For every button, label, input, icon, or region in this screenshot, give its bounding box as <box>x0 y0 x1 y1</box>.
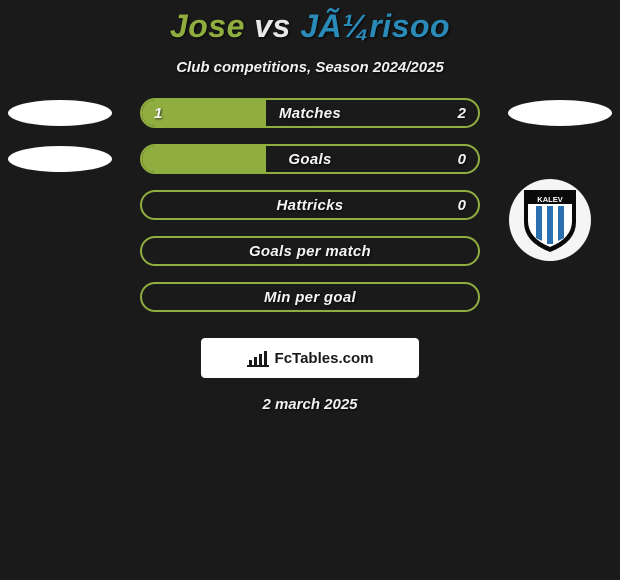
stat-label: Min per goal <box>142 284 478 310</box>
player2-name: JÃ¼risoo <box>300 8 450 44</box>
brand-text: FcTables.com <box>275 350 374 367</box>
shield-icon: KALEV <box>522 186 578 254</box>
stat-label: Hattricks <box>142 192 478 218</box>
stat-label: Goals <box>142 146 478 172</box>
stat-pill: 0Hattricks <box>140 190 480 220</box>
stat-row: Min per goal <box>0 284 620 330</box>
stat-pill: 0Goals <box>140 144 480 174</box>
vs-text: vs <box>254 8 291 44</box>
subtitle: Club competitions, Season 2024/2025 <box>0 59 620 76</box>
player1-marker <box>8 100 112 126</box>
date-text: 2 march 2025 <box>0 396 620 413</box>
stat-pill: Goals per match <box>140 236 480 266</box>
brand-footer[interactable]: FcTables.com <box>201 338 419 378</box>
stat-row: 12Matches <box>0 100 620 146</box>
stat-pill: Min per goal <box>140 282 480 312</box>
player2-marker <box>508 100 612 126</box>
club-badge: KALEV <box>509 179 591 261</box>
stat-pill: 12Matches <box>140 98 480 128</box>
comparison-title: Jose vs JÃ¼risoo <box>0 0 620 45</box>
player1-marker <box>8 146 112 172</box>
player1-name: Jose <box>170 8 245 44</box>
badge-text: KALEV <box>537 195 562 204</box>
stat-label: Matches <box>142 100 478 126</box>
chart-icon <box>247 349 269 367</box>
stat-label: Goals per match <box>142 238 478 264</box>
